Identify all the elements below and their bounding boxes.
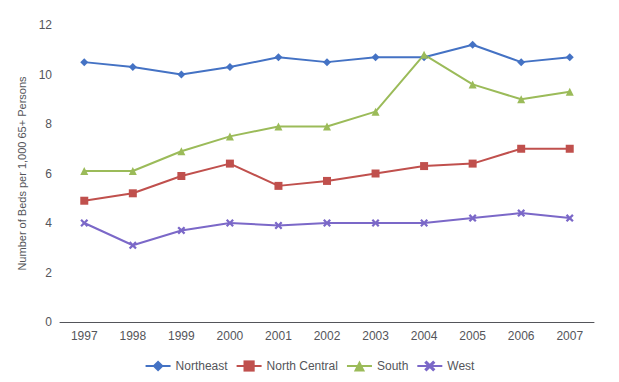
svg-text:West: West	[447, 359, 475, 373]
svg-text:2000: 2000	[217, 329, 244, 343]
svg-text:1998: 1998	[119, 329, 146, 343]
svg-text:Northeast: Northeast	[176, 359, 229, 373]
svg-text:2006: 2006	[508, 329, 535, 343]
svg-text:8: 8	[45, 117, 52, 131]
svg-text:South: South	[377, 359, 408, 373]
svg-text:2003: 2003	[362, 329, 389, 343]
svg-text:2004: 2004	[411, 329, 438, 343]
svg-text:2007: 2007	[556, 329, 583, 343]
svg-text:2: 2	[45, 266, 52, 280]
svg-text:6: 6	[45, 167, 52, 181]
svg-text:2001: 2001	[265, 329, 292, 343]
svg-text:4: 4	[45, 216, 52, 230]
svg-text:North Central: North Central	[267, 359, 338, 373]
svg-text:1997: 1997	[71, 329, 98, 343]
svg-text:10: 10	[39, 68, 53, 82]
svg-text:1999: 1999	[168, 329, 195, 343]
svg-text:Number of Beds per 1,000 65+ P: Number of Beds per 1,000 65+ Persons	[16, 76, 28, 271]
svg-text:12: 12	[39, 18, 53, 32]
svg-text:2002: 2002	[314, 329, 341, 343]
svg-text:2005: 2005	[459, 329, 486, 343]
svg-text:0: 0	[45, 315, 52, 329]
